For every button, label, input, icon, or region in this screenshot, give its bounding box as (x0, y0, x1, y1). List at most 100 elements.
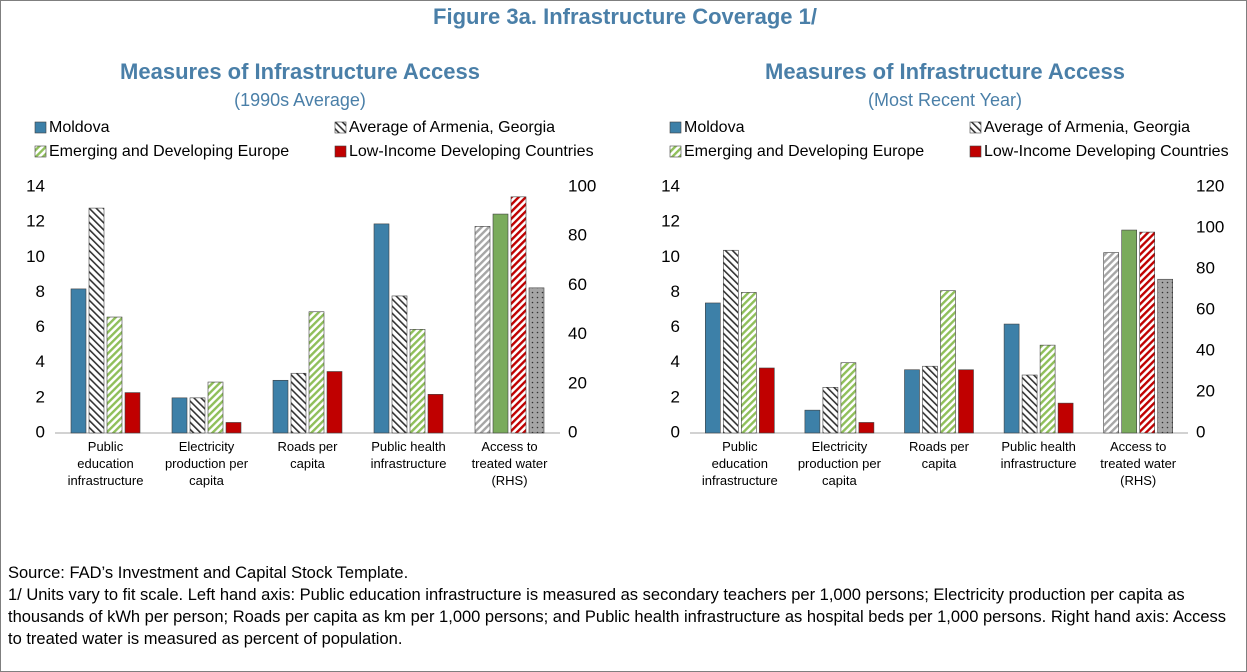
legend-swatch (669, 121, 682, 134)
y-tick-label: 14 (26, 176, 45, 195)
figure: Figure 3a. Infrastructure Coverage 1/ Me… (26, 4, 1229, 489)
chart-subtitle: (1990s Average) (234, 90, 366, 110)
legend-label: Low-Income Developing Countries (984, 143, 1229, 160)
notes: Source: FAD’s Investment and Capital Sto… (8, 562, 1233, 650)
bar (958, 369, 974, 434)
bar (740, 292, 757, 434)
bar (189, 397, 206, 434)
legend-label: Average of Armenia, Georgia (349, 119, 555, 136)
bar (124, 392, 141, 434)
legend-label: Moldova (49, 119, 110, 136)
y-tick-label: 12 (661, 212, 680, 231)
bar (308, 311, 325, 434)
y-tick-label: 4 (36, 352, 45, 371)
legend-swatch (969, 145, 982, 158)
x-tick-label: Access to treated water (RHS) (1100, 439, 1177, 488)
y2-tick-label: 20 (568, 373, 587, 392)
x-tick-label: Public education infrastructure (68, 439, 144, 488)
bar (1057, 402, 1074, 434)
x-tick-label: Electricity production per capita (798, 439, 882, 488)
y-tick-label: 0 (671, 422, 680, 441)
chart-subtitle: (Most Recent Year) (868, 90, 1022, 110)
chart: Measures of Infrastructure Access (Most R… (661, 59, 1229, 489)
bar (427, 394, 444, 434)
bar (492, 213, 509, 434)
bar (88, 207, 105, 434)
chart: Measures of Infrastructure Access (1990s … (26, 59, 596, 489)
y-tick-label: 8 (671, 282, 680, 301)
bar (1157, 278, 1173, 434)
y-tick-label: 8 (36, 282, 45, 301)
y2-tick-label: 100 (568, 176, 596, 195)
y-tick-label: 2 (671, 387, 680, 406)
note: 1/ Units vary to fit scale. Left hand ax… (8, 586, 1227, 648)
y-tick-label: 2 (36, 387, 45, 406)
y2-tick-label: 0 (1196, 422, 1205, 441)
bar (391, 295, 408, 434)
y2-tick-label: 40 (1196, 340, 1215, 359)
x-tick-label: Public health infrastructure (1001, 439, 1077, 471)
y-tick-label: 10 (26, 247, 45, 266)
bar (1103, 252, 1119, 434)
bar (904, 369, 920, 434)
legend-swatch (969, 121, 982, 134)
bar (409, 329, 426, 434)
bar (822, 387, 839, 434)
legend-label: Moldova (684, 119, 745, 136)
legend-label: Emerging and Developing Europe (49, 143, 289, 160)
x-tick-label: Public health infrastructure (371, 439, 447, 471)
y2-tick-label: 100 (1196, 217, 1224, 236)
bar (1121, 229, 1137, 434)
bar (858, 422, 875, 434)
y-tick-label: 12 (26, 212, 45, 231)
bar (940, 290, 956, 434)
x-tick-label: Roads per capita (909, 439, 970, 471)
legend-label: Average of Armenia, Georgia (984, 119, 1190, 136)
y2-tick-label: 20 (1196, 381, 1215, 400)
bar (225, 422, 242, 434)
y-tick-label: 6 (36, 317, 45, 336)
x-tick-label: Public education infrastructure (702, 439, 778, 488)
bar (722, 249, 739, 434)
legend-label: Low-Income Developing Countries (349, 143, 594, 160)
legend-swatch (334, 121, 347, 134)
bar (171, 397, 188, 434)
bar (272, 379, 289, 434)
legend-swatch (34, 145, 47, 158)
legend-swatch (669, 145, 682, 158)
y-tick-label: 4 (671, 352, 680, 371)
figure-title: Figure 3a. Infrastructure Coverage 1/ (433, 4, 817, 29)
y2-tick-label: 60 (1196, 299, 1215, 318)
y2-tick-label: 60 (568, 275, 587, 294)
source: Source: FAD’s Investment and Capital Sto… (8, 564, 409, 582)
y-tick-label: 6 (671, 317, 680, 336)
y2-tick-label: 80 (1196, 258, 1215, 277)
chart-title: Measures of Infrastructure Access (120, 59, 480, 84)
bar (804, 409, 821, 434)
chart-title: Measures of Infrastructure Access (765, 59, 1125, 84)
y-tick-label: 10 (661, 247, 680, 266)
bar (1003, 323, 1020, 434)
y2-tick-label: 0 (568, 422, 577, 441)
bar (326, 371, 343, 434)
bar (758, 367, 775, 434)
x-tick-label: Access to treated water (RHS) (472, 439, 549, 488)
bar (922, 365, 938, 434)
x-tick-label: Roads per capita (278, 439, 339, 471)
legend-label: Emerging and Developing Europe (684, 143, 924, 160)
bar (70, 288, 87, 434)
bar (704, 302, 721, 434)
bar (510, 196, 527, 434)
bar (207, 381, 224, 434)
y-tick-label: 14 (661, 176, 680, 195)
bar (1139, 231, 1155, 434)
bar (1039, 344, 1056, 434)
bar (528, 287, 545, 434)
bar (373, 223, 390, 434)
y2-tick-label: 40 (568, 324, 587, 343)
y-tick-label: 0 (36, 422, 45, 441)
legend-swatch (334, 145, 347, 158)
x-tick-label: Electricity production per capita (165, 439, 249, 488)
bar (290, 372, 307, 434)
